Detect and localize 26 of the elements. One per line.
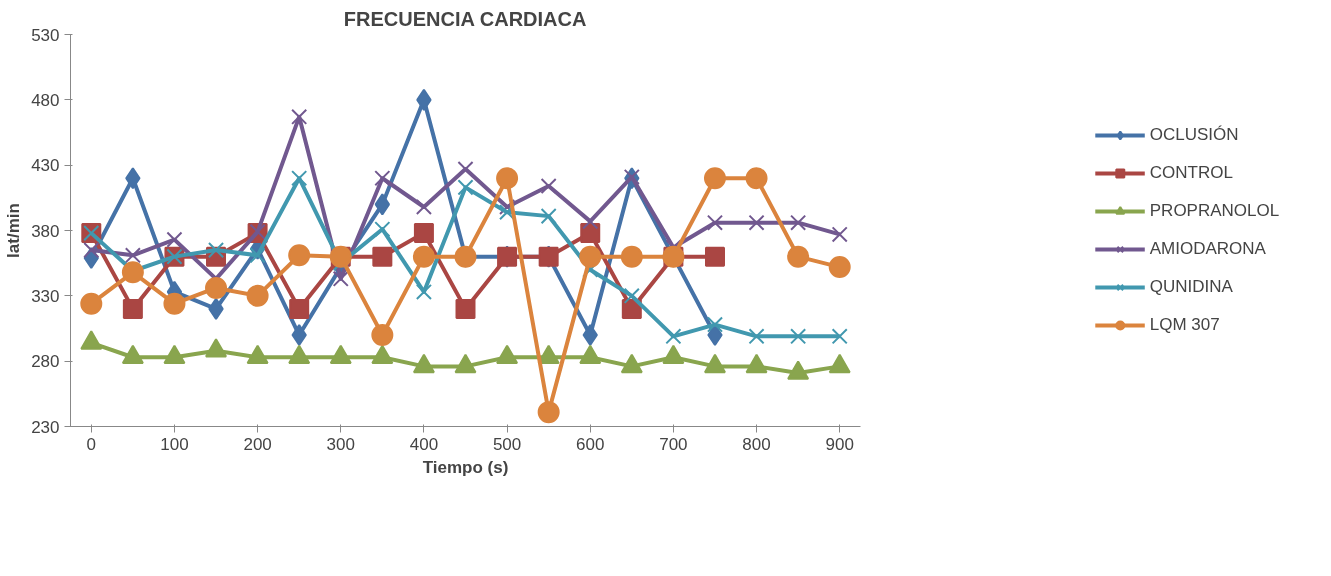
legend-label: CONTROL	[1149, 163, 1233, 183]
x-tick-label: 600	[576, 434, 605, 454]
legend-label: LQM 307	[1149, 315, 1220, 335]
x-tick-label: 300	[326, 434, 355, 454]
x-tick-label: 800	[742, 434, 771, 454]
chart-title: FRECUENCIA CARDIACA	[343, 7, 587, 30]
x-tick-label: 500	[492, 434, 522, 454]
x-axis-title: Tiempo (s)	[422, 457, 509, 477]
legend-label: PROPRANOLOL	[1149, 201, 1280, 221]
y-tick-label: 380	[31, 221, 60, 241]
x-tick-label: 0	[86, 434, 97, 454]
y-axis-title: lat/min	[4, 203, 24, 258]
y-tick-label: 280	[31, 352, 60, 372]
y-tick-label: 430	[31, 156, 60, 176]
x-tick-label: 200	[243, 434, 272, 454]
y-tick-label: 530	[31, 25, 60, 45]
x-tick-label: 400	[409, 434, 439, 454]
legend-label: QUNIDINA	[1149, 277, 1233, 297]
y-tick-label: 330	[31, 286, 60, 306]
x-tick-label: 700	[659, 434, 688, 454]
y-tick-label: 480	[31, 90, 60, 110]
legend-label: OCLUSIÓN	[1149, 125, 1239, 145]
x-tick-label: 900	[825, 434, 854, 454]
legend-label: AMIODARONA	[1149, 239, 1266, 259]
x-tick-label: 100	[160, 434, 189, 454]
y-tick-label: 230	[31, 417, 60, 437]
